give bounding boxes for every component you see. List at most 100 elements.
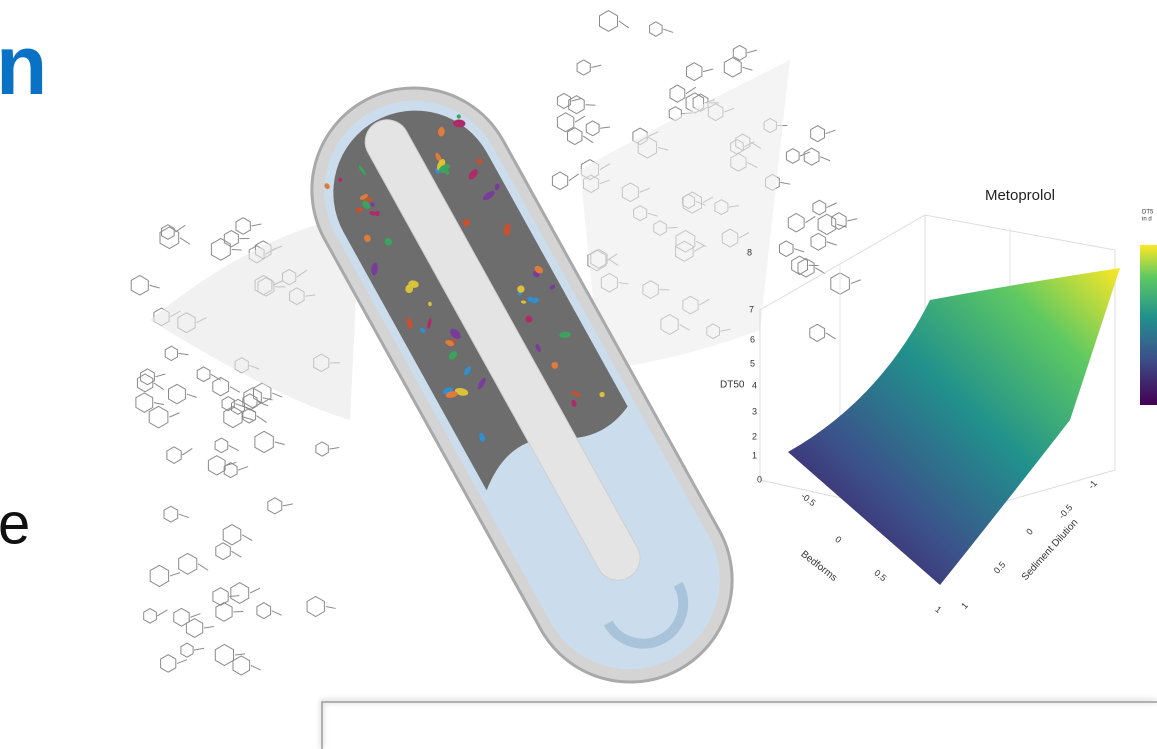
molecule-ring: [818, 214, 836, 234]
molecule-ring: [557, 113, 573, 132]
molecule-bond: [257, 416, 267, 423]
molecule-bond: [242, 535, 252, 541]
molecule-bond: [272, 393, 282, 397]
z-tick-label: 7: [749, 304, 754, 314]
molecule-ring: [586, 121, 599, 136]
z-tick-label: 1: [752, 450, 757, 460]
text-box: [322, 702, 1157, 749]
molecule-ring: [244, 388, 261, 408]
colorbar-label: DT5: [1142, 210, 1154, 216]
molecule-ring: [169, 384, 186, 404]
molecule-ring: [179, 553, 197, 574]
molecule-ring: [832, 213, 846, 230]
molecule-bond: [250, 588, 260, 593]
molecule-ring: [811, 233, 826, 250]
molecule-bond: [251, 665, 261, 670]
y-tick-label: -1: [1086, 478, 1099, 491]
molecule-bond: [794, 249, 804, 252]
molecule-ring: [600, 11, 618, 32]
molecule-bond: [175, 225, 185, 232]
molecule-bond: [155, 374, 165, 377]
surface-plot: Metoprolol DT50 Bedforms Sediment Diluti…: [720, 187, 1157, 615]
molecule-bond: [591, 65, 601, 67]
molecule-bond: [703, 69, 713, 72]
molecule-bond: [187, 394, 197, 397]
molecule-ring: [316, 442, 328, 456]
molecule-ring: [650, 22, 663, 37]
molecule-bond: [275, 442, 285, 444]
molecule-bond: [180, 238, 190, 245]
molecule-bond: [851, 280, 861, 284]
page: {"slide": {"heading_fragment": "n", "bod…: [0, 0, 1157, 749]
molecule-bond: [169, 413, 179, 417]
z-tick-label: 4: [752, 380, 757, 390]
molecule-bond: [243, 417, 253, 420]
z-tick-label: 2: [752, 431, 757, 441]
molecule-bond: [780, 182, 790, 184]
molecule-ring: [213, 588, 228, 606]
molecule-ring: [552, 172, 567, 190]
molecule-ring: [150, 565, 168, 586]
molecule-ring: [162, 225, 175, 240]
molecule-ring: [165, 346, 177, 360]
z-tick-label: 0: [757, 474, 762, 484]
molecule-bond: [805, 216, 815, 222]
molecule-ring: [257, 603, 271, 619]
molecule-bond: [827, 242, 837, 245]
molecule-ring: [780, 241, 794, 257]
molecule-ring: [222, 397, 234, 411]
molecule-bond: [232, 249, 242, 250]
plot-title: Metoprolol: [985, 187, 1055, 204]
molecule-ring: [255, 431, 273, 452]
molecule-bond: [229, 445, 239, 450]
z-tick-label: 5: [750, 358, 755, 368]
molecule-ring: [224, 463, 237, 478]
molecule-ring: [798, 259, 814, 278]
molecule-bond: [619, 21, 629, 28]
molecule-ring: [811, 126, 825, 142]
z-tick-label: 6: [750, 334, 755, 344]
molecule-bond: [820, 157, 830, 161]
molecule-ring: [268, 498, 282, 514]
molecule-bond: [190, 614, 200, 618]
molecule-ring: [569, 96, 585, 114]
molecule-ring: [223, 525, 241, 545]
molecule-ring: [131, 275, 148, 295]
molecule-bond: [198, 564, 208, 571]
molecule-bond: [742, 67, 752, 70]
molecule-ring: [804, 148, 819, 165]
slide: n e Metoprolol DT50 Bedforms Sediment Di…: [0, 0, 1157, 749]
molecule-bond: [583, 136, 593, 143]
molecule-bond: [179, 514, 189, 517]
molecule-bond: [329, 448, 339, 450]
molecule-bond: [238, 467, 248, 471]
molecule-ring: [813, 200, 826, 215]
colorbar-label: in d: [1142, 217, 1152, 223]
molecule-ring: [687, 63, 702, 81]
molecule-ring: [160, 227, 179, 249]
molecule-bond: [569, 174, 579, 181]
molecule-bond: [154, 383, 164, 390]
molecule-bond: [326, 606, 336, 608]
z-axis-label: DT50: [720, 380, 745, 391]
molecule-ring: [733, 46, 746, 61]
molecule-bond: [826, 130, 836, 134]
molecule-ring: [724, 58, 741, 77]
molecule-ring: [786, 149, 799, 164]
heading-fragment: n: [0, 18, 47, 112]
molecule-ring: [577, 60, 590, 75]
molecule-bond: [182, 448, 192, 455]
molecule-bond: [211, 374, 221, 380]
x-tick-label: 0.5: [872, 568, 888, 584]
molecule-bond: [283, 504, 293, 506]
x-axis-label: Bedforms: [799, 549, 839, 584]
molecule-bond: [571, 99, 581, 101]
z-tick-label: 8: [747, 247, 752, 257]
molecule-bond: [827, 203, 837, 208]
molecule-bond: [177, 660, 187, 664]
molecule-ring: [224, 407, 242, 428]
molecule-ring: [144, 609, 157, 624]
y-tick-label: 0: [1024, 526, 1035, 536]
molecule-bond: [204, 627, 214, 628]
y-axis-label: Sediment Dilution: [1020, 517, 1081, 583]
